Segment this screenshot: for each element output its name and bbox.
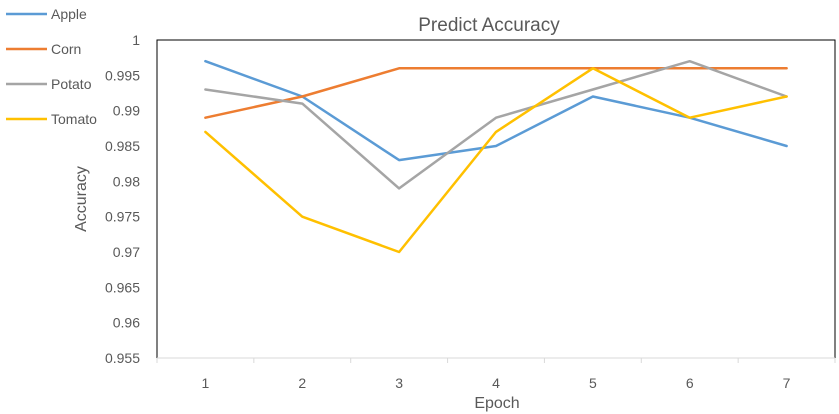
series-lines xyxy=(204,59,788,254)
series-line-corn xyxy=(204,67,788,119)
y-tick-label: 0.985 xyxy=(105,138,140,154)
x-axis-ticks: 1 2 3 4 5 6 7 xyxy=(156,358,836,391)
legend-label-potato: Potato xyxy=(51,76,92,92)
y-tick-label: 0.995 xyxy=(105,67,140,83)
y-tick-label: 0.96 xyxy=(113,315,140,331)
x-tick-label: 2 xyxy=(298,375,306,391)
x-tick-label: 1 xyxy=(202,375,210,391)
series-line-potato xyxy=(204,59,788,190)
y-tick-label: 0.955 xyxy=(105,350,140,366)
y-axis-ticks: 0.955 0.96 0.965 0.97 0.975 0.98 0.985 0.99 0.99… xyxy=(105,32,140,366)
x-tick-label: 4 xyxy=(492,375,500,391)
x-tick-label: 3 xyxy=(395,375,403,391)
y-tick-label: 0.965 xyxy=(105,279,140,295)
series-line-tomato xyxy=(204,67,788,254)
y-axis-label: Accuracy xyxy=(73,166,90,232)
y-tick-label: 0.99 xyxy=(113,103,140,119)
x-tick-label: 5 xyxy=(589,375,597,391)
series-line-apple xyxy=(204,59,788,162)
x-tick-label: 7 xyxy=(783,375,791,391)
legend: Apple Corn Potato Tomato xyxy=(6,6,97,127)
y-tick-label: 0.975 xyxy=(105,209,140,225)
x-tick-label: 6 xyxy=(686,375,694,391)
y-tick-label: 1 xyxy=(132,32,140,48)
legend-label-corn: Corn xyxy=(51,41,81,57)
plot-area-border xyxy=(156,39,836,359)
legend-label-apple: Apple xyxy=(51,6,87,22)
chart-title: Predict Accuracy xyxy=(418,15,560,36)
y-tick-label: 0.98 xyxy=(113,173,140,189)
legend-label-tomato: Tomato xyxy=(51,111,97,127)
x-axis-label: Epoch xyxy=(474,395,519,412)
y-tick-label: 0.97 xyxy=(113,244,140,260)
